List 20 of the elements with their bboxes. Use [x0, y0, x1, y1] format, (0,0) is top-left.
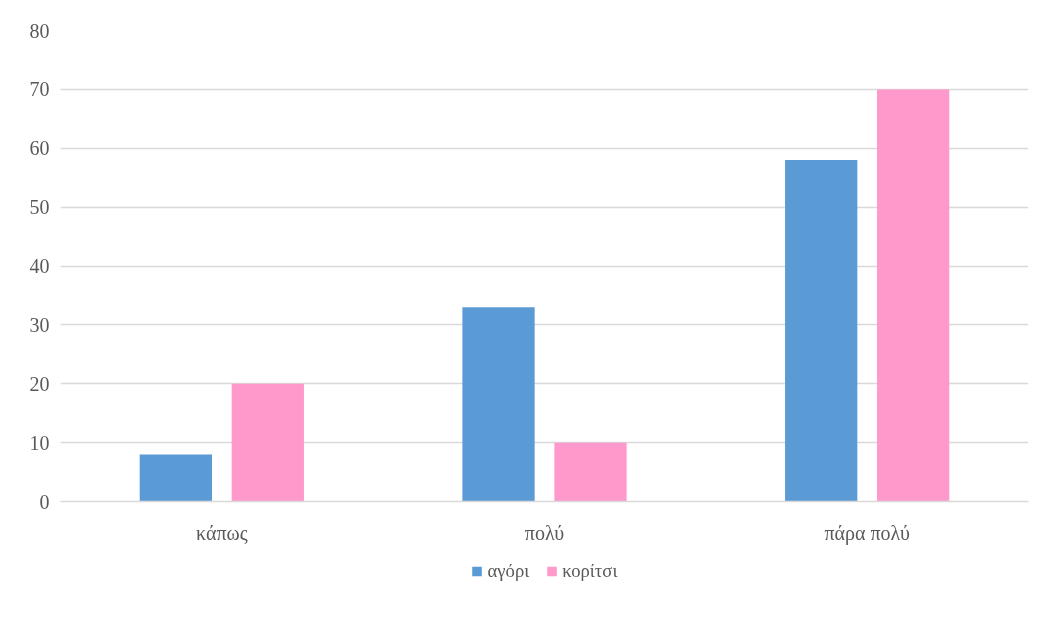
y-tick-label: 10 — [29, 431, 50, 454]
bar — [785, 160, 858, 502]
x-tick-label: πολύ — [524, 521, 565, 544]
bar — [462, 307, 535, 502]
legend-label: κορίτσι — [562, 560, 618, 582]
y-tick-label: 70 — [29, 78, 50, 101]
bar — [877, 89, 950, 502]
x-tick-label: κάπως — [196, 521, 248, 544]
y-tick-label: 30 — [29, 313, 50, 336]
bar — [554, 442, 627, 502]
legend-label: αγόρι — [487, 560, 530, 582]
y-tick-label: 40 — [29, 255, 50, 277]
y-tick-label: 0 — [39, 490, 50, 513]
y-tick-label: 20 — [29, 372, 50, 395]
x-tick-label: πάρα πολύ — [824, 521, 910, 545]
bar — [231, 383, 304, 502]
bar — [139, 454, 212, 502]
y-tick-label: 80 — [29, 19, 50, 42]
y-tick-label: 50 — [29, 196, 50, 219]
y-tick-label: 60 — [29, 137, 50, 160]
